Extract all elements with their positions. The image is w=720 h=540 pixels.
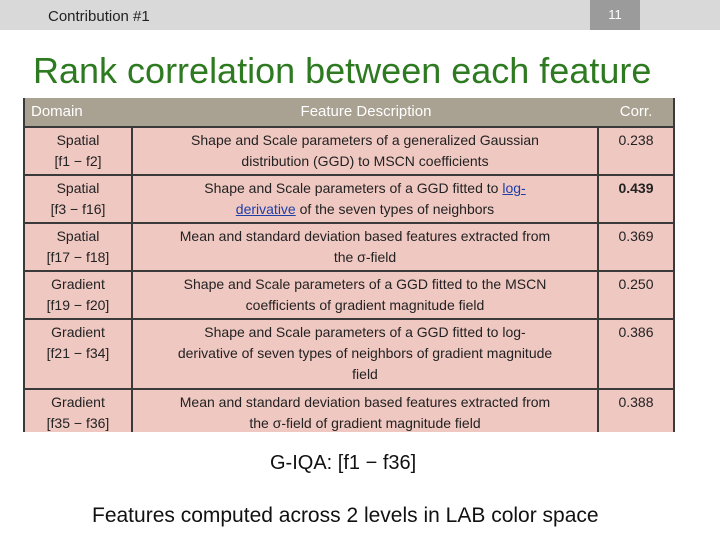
table-row-corr: 0.369 <box>599 224 673 270</box>
table-row-corr: 0.386 <box>599 320 673 388</box>
table-row-corr: 0.388 <box>599 390 673 432</box>
table-row-description: Shape and Scale parameters of a GGD fitt… <box>133 176 597 222</box>
table-row-description: Mean and standard deviation based featur… <box>133 224 597 270</box>
slide-title: Rank correlation between each feature <box>33 50 652 91</box>
derivative-link[interactable]: derivative <box>235 201 296 217</box>
table-row-description: Shape and Scale parameters of a GGD fitt… <box>133 320 597 388</box>
col-header-corr: Corr. <box>599 98 673 126</box>
feature-table: Domain Feature Description Corr. Spatial… <box>23 98 675 432</box>
table-row-description: Shape and Scale parameters of a GGD fitt… <box>133 272 597 318</box>
table-row-corr: 0.439 <box>599 176 673 222</box>
footer-note: Features computed across 2 levels in LAB… <box>92 504 599 527</box>
section-label: Contribution #1 <box>48 8 150 25</box>
table-row-corr: 0.238 <box>599 128 673 174</box>
page-number: 11 <box>608 7 622 22</box>
table-row-description: Shape and Scale parameters of a generali… <box>133 128 597 174</box>
g-iqa-summary: G-IQA: [f1 − f36] <box>270 452 417 474</box>
table-row-domain: Gradient [f21 − f34] <box>25 320 131 388</box>
table-row-description: Mean and standard deviation based featur… <box>133 390 597 432</box>
table-row-domain: Gradient [f19 − f20] <box>25 272 131 318</box>
table-row-domain: Spatial [f1 − f2] <box>25 128 131 174</box>
page-number-box: 11 <box>590 0 640 30</box>
log-derivative-link[interactable]: log- <box>502 180 526 196</box>
table-row-domain: Spatial [f17 − f18] <box>25 224 131 270</box>
table-row-domain: Spatial [f3 − f16] <box>25 176 131 222</box>
col-header-domain: Domain <box>25 98 135 126</box>
table-row-corr: 0.250 <box>599 272 673 318</box>
table-row-domain: Gradient [f35 − f36] <box>25 390 131 432</box>
col-header-description: Feature Description <box>133 98 599 126</box>
